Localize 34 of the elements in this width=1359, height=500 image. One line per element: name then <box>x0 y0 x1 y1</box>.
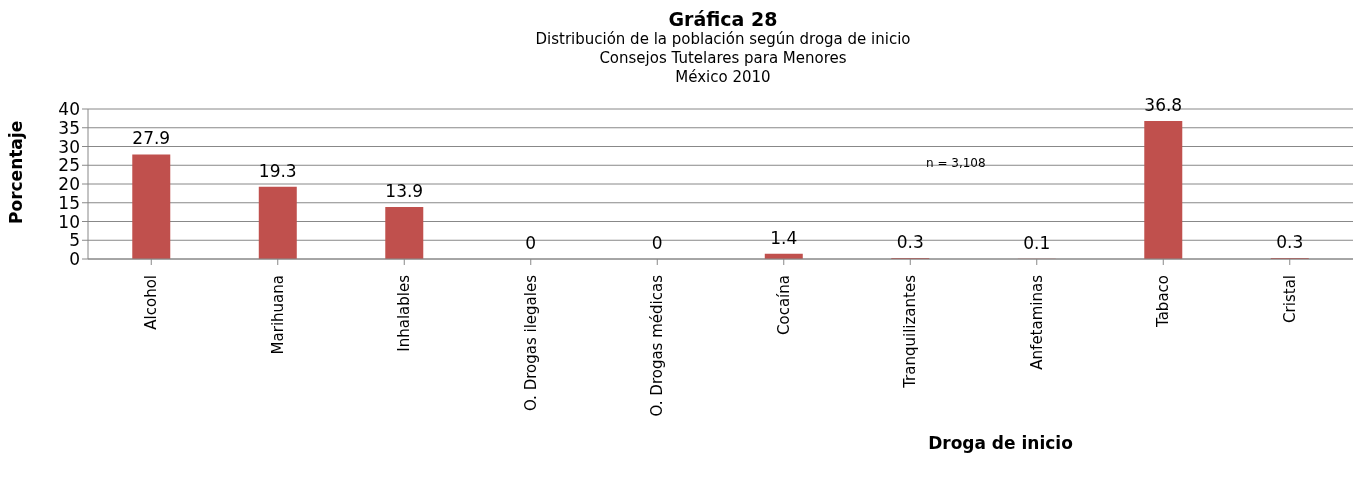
x-tick-label: Tabaco <box>1154 275 1173 329</box>
x-tick-label: Inhalables <box>395 274 414 352</box>
x-tick-label: Marihuana <box>268 275 287 355</box>
x-tick-label: Tranquilizantes <box>901 274 920 389</box>
x-tick-label: Anfetaminas <box>1027 274 1046 370</box>
data-label: 1.4 <box>770 227 798 248</box>
x-axis-title: Droga de inicio <box>928 433 1073 453</box>
y-tick-label: 0 <box>69 249 80 270</box>
data-label: 0 <box>525 233 537 253</box>
chart-subtitle: Distribución de la población según droga de inicio Consejos Tutelares para Menores México 2010 <box>534 30 912 87</box>
y-tick-label: 25 <box>58 155 80 176</box>
chart-title: Gráfica 28 <box>667 8 779 30</box>
x-tick-label: Cristal <box>1280 275 1299 323</box>
data-label: 0.3 <box>1276 231 1304 252</box>
data-label: 13.9 <box>385 180 424 201</box>
y-tick-label: 20 <box>58 174 80 195</box>
x-tick-label: O. Drogas ilegales <box>521 274 540 412</box>
data-label: 36.8 <box>1144 95 1183 115</box>
x-tick-label: Alcohol <box>142 275 161 330</box>
data-label: 27.9 <box>132 128 171 149</box>
y-tick-label: 10 <box>58 211 80 232</box>
data-label: 0.3 <box>896 231 924 252</box>
y-tick-label: 35 <box>58 117 80 138</box>
y-tick-label: 30 <box>58 136 80 157</box>
data-label: 0.1 <box>1023 232 1051 253</box>
data-label: 19.3 <box>258 160 297 181</box>
annotation: n = 3,108 <box>926 156 986 170</box>
y-tick-label: 5 <box>69 230 80 251</box>
data-label: 0 <box>651 233 663 253</box>
y-tick-label: 15 <box>58 192 80 213</box>
x-tick-label: O. Drogas médicas <box>648 274 667 417</box>
y-axis-title: Porcentaje <box>6 120 27 224</box>
y-tick-label: 40 <box>58 99 80 120</box>
x-tick-label: Cocaína <box>774 275 793 335</box>
